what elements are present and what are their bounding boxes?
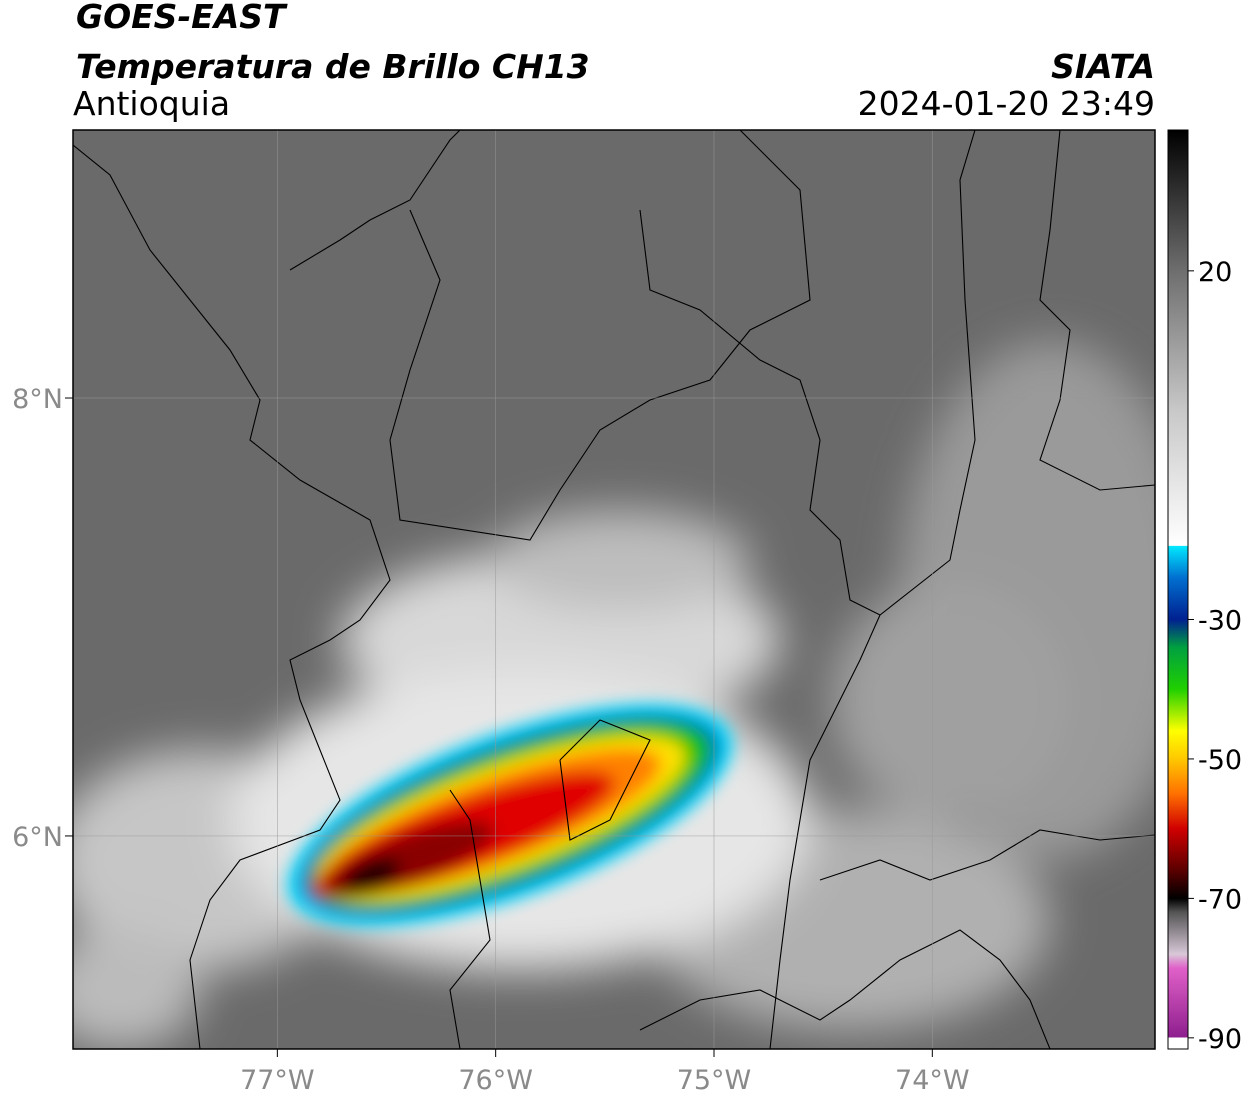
source: SIATA [1051,47,1155,86]
y-tick-label: 8°N [12,384,63,415]
datetime: 2024-01-20 23:49 [858,84,1155,123]
x-tick-label: 75°W [677,1065,752,1096]
subtitle: Temperatura de Brillo CH13 [76,47,590,86]
y-tick-label: 6°N [12,822,63,853]
region: Antioquia [73,84,230,123]
x-tick-label: 74°W [895,1065,970,1096]
x-tick-label: 77°W [240,1065,315,1096]
x-tick-label: 76°W [458,1065,533,1096]
colorbar-tick-label: -70 [1198,884,1242,915]
borders [73,130,1155,1049]
grid [73,130,1155,1049]
colorbar [1167,129,1189,1050]
colorbar-tick-label: -50 [1198,745,1242,776]
title: GOES-EAST [76,0,288,36]
map-image [73,130,1155,1049]
map-frame [72,129,1156,1050]
storm [287,703,733,927]
colorbar-tick-label: -90 [1198,1024,1242,1055]
colorbar-tick-label: 20 [1198,257,1232,288]
colorbar-tick-label: -30 [1198,605,1242,636]
